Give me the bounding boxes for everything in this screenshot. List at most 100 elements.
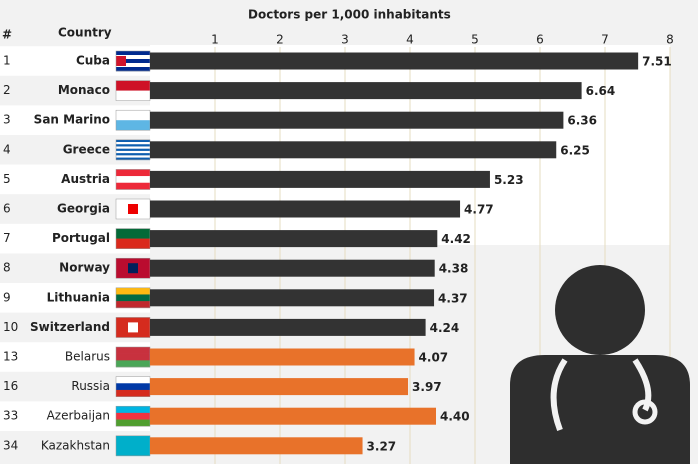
flag-stripe <box>116 142 150 145</box>
flag-stripe <box>116 120 150 131</box>
value-label: 4.77 <box>464 203 494 217</box>
bar <box>150 141 557 159</box>
value-label: 4.38 <box>439 262 469 276</box>
flag-stripe <box>116 376 150 384</box>
rank-label: 9 <box>3 290 11 304</box>
value-label: 3.97 <box>412 380 442 394</box>
category-label: Greece <box>63 142 110 156</box>
rank-label: 33 <box>3 409 18 423</box>
flag-stripe <box>116 148 150 152</box>
bar <box>150 200 461 218</box>
value-label: 6.36 <box>567 114 597 128</box>
flag-stripe <box>116 144 150 147</box>
flag-stripe <box>116 383 150 391</box>
rank-label: 5 <box>3 172 11 186</box>
flag-stripe <box>116 238 150 249</box>
rank-label: 2 <box>3 83 11 97</box>
value-label: 4.42 <box>441 232 471 246</box>
chart-title: Doctors per 1,000 inhabitants <box>248 8 451 22</box>
icon-body <box>510 355 690 464</box>
flag-stripe <box>116 412 150 420</box>
value-label: 4.24 <box>430 321 460 335</box>
x-tick-label: 6 <box>536 33 544 47</box>
flag-stripe <box>116 294 150 302</box>
category-label: Cuba <box>76 54 110 68</box>
flag-stripe <box>116 63 150 68</box>
x-tick-label: 3 <box>341 33 349 47</box>
value-label: 7.51 <box>642 55 672 69</box>
bar <box>150 259 435 277</box>
bar <box>150 52 639 70</box>
category-label: Belarus <box>65 350 110 364</box>
flag-stripe <box>116 353 150 361</box>
flag-stripe <box>116 228 150 239</box>
bar <box>150 318 426 336</box>
x-tick-label: 1 <box>211 33 219 47</box>
rank-label: 1 <box>3 54 11 68</box>
flag-stripe <box>116 182 150 190</box>
flag-stripe <box>116 287 150 295</box>
category-label: Portugal <box>52 231 110 245</box>
value-label: 3.27 <box>367 439 397 453</box>
category-label: Norway <box>59 261 110 275</box>
rank-label: 10 <box>3 320 18 334</box>
value-label: 4.07 <box>419 351 449 365</box>
flag-stripe <box>116 406 150 414</box>
flag-emblem <box>128 204 138 214</box>
value-label: 4.40 <box>440 410 470 424</box>
flag-stripe <box>116 55 150 60</box>
rank-label: 6 <box>3 202 11 216</box>
category-label: Austria <box>61 172 110 186</box>
flag-stripe <box>116 51 150 56</box>
country-header: Country <box>58 26 112 40</box>
rank-label: 16 <box>3 379 18 393</box>
flag-stripe <box>116 150 150 154</box>
flag-stripe <box>116 80 150 91</box>
flag-stripe <box>116 153 150 156</box>
value-label: 4.37 <box>438 291 468 305</box>
x-tick-label: 7 <box>601 33 609 47</box>
x-tick-label: 8 <box>666 33 674 47</box>
bar <box>150 289 435 307</box>
flag-emblem <box>128 322 138 333</box>
flag-stripe <box>116 155 150 158</box>
bar <box>150 378 409 396</box>
flag-stripe <box>116 360 150 368</box>
flag-stripe <box>116 59 150 64</box>
bar <box>150 82 582 100</box>
flag-stripe <box>116 157 150 161</box>
bar <box>150 230 438 248</box>
category-label: Kazakhstan <box>41 438 110 452</box>
rank-label: 7 <box>3 231 11 245</box>
category-label: Georgia <box>57 202 110 216</box>
flag-stripe <box>116 301 150 309</box>
rank-label: 8 <box>3 261 11 275</box>
rank-header: # <box>2 28 12 42</box>
value-label: 6.25 <box>560 143 590 157</box>
flag-emblem <box>128 263 138 274</box>
flag-stripe <box>116 90 150 101</box>
category-label: Russia <box>71 379 110 393</box>
flag-stripe <box>116 347 150 354</box>
flag-stripe <box>116 389 150 397</box>
flag-stripe <box>116 146 150 149</box>
category-label: Switzerland <box>30 320 110 334</box>
category-label: San Marino <box>34 113 110 127</box>
doctor-icon <box>510 265 690 464</box>
flag-stripe <box>116 435 150 457</box>
x-tick-label: 2 <box>276 33 284 47</box>
flag-stripe <box>116 139 150 143</box>
bar <box>150 111 564 129</box>
value-label: 5.23 <box>494 173 524 187</box>
icon-stethoscope-end <box>632 399 658 425</box>
icon-stethoscope <box>550 358 652 432</box>
rows: 1 Cuba 7.51 2 Monaco 6.64 3 San Marino 6.36 4 Gree… <box>0 46 672 457</box>
bar <box>150 170 490 188</box>
bar <box>150 407 436 425</box>
category-label: Monaco <box>58 83 110 97</box>
flag-stripe <box>116 176 150 184</box>
value-label: 6.64 <box>586 84 616 98</box>
x-tick-label: 4 <box>406 33 414 47</box>
flag-stripe <box>116 419 150 427</box>
